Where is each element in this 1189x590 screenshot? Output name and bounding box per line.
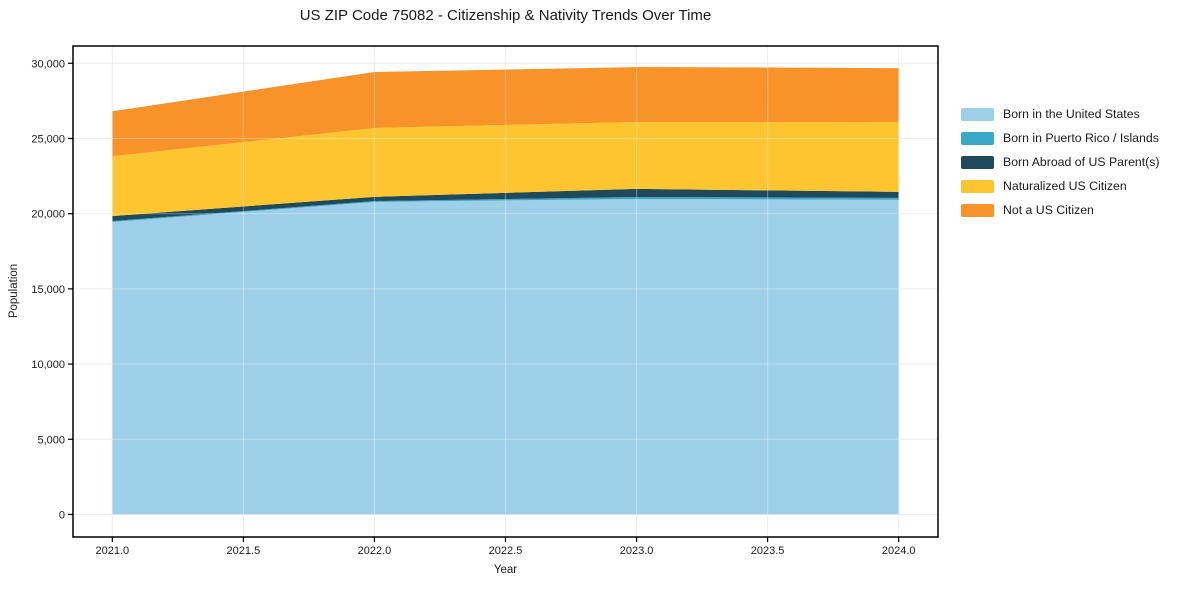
x-axis-label: Year bbox=[493, 564, 518, 576]
y-tick-label: 25,000 bbox=[31, 133, 65, 145]
legend: Born in the United States Born in Puerto… bbox=[961, 102, 1160, 222]
x-tick-label: 2022.5 bbox=[489, 545, 523, 557]
legend-label: Born Abroad of US Parent(s) bbox=[1003, 155, 1160, 169]
legend-label: Born in Puerto Rico / Islands bbox=[1003, 131, 1159, 145]
y-tick-label: 20,000 bbox=[31, 209, 65, 221]
y-tick-label: 10,000 bbox=[31, 359, 65, 371]
x-tick-label: 2023.0 bbox=[620, 545, 654, 557]
x-tick-label: 2024.0 bbox=[882, 545, 916, 557]
x-tick-label: 2021.0 bbox=[95, 545, 129, 557]
legend-item: Naturalized US Citizen bbox=[961, 174, 1160, 198]
legend-item: Born in the United States bbox=[961, 102, 1160, 126]
legend-item: Born in Puerto Rico / Islands bbox=[961, 126, 1160, 150]
y-tick-label: 5,000 bbox=[37, 434, 65, 446]
y-tick-label: 30,000 bbox=[31, 58, 65, 70]
legend-swatch-icon bbox=[961, 203, 994, 217]
legend-swatch-icon bbox=[961, 179, 994, 193]
area-series-3 bbox=[112, 121, 899, 217]
legend-swatch-icon bbox=[961, 107, 994, 121]
legend-label: Naturalized US Citizen bbox=[1003, 179, 1127, 193]
area-series-2 bbox=[112, 188, 899, 222]
area-series-0 bbox=[112, 198, 899, 515]
x-tick-label: 2021.5 bbox=[227, 545, 261, 557]
axis-ticks: 2021.0 2021.5 2022.0 2022.5 2023.0 2023.5 2024… bbox=[31, 58, 915, 557]
x-tick-label: 2023.5 bbox=[751, 545, 785, 557]
stacked-areas bbox=[112, 67, 899, 515]
y-tick-label: 0 bbox=[59, 509, 65, 521]
legend-item: Not a US Citizen bbox=[961, 198, 1160, 222]
area-series-4 bbox=[112, 67, 899, 157]
legend-item: Born Abroad of US Parent(s) bbox=[961, 150, 1160, 174]
y-tick-label: 15,000 bbox=[31, 284, 65, 296]
legend-swatch-icon bbox=[961, 155, 994, 169]
legend-label: Born in the United States bbox=[1003, 107, 1140, 121]
x-tick-label: 2022.0 bbox=[358, 545, 392, 557]
area-series-1 bbox=[112, 196, 899, 222]
legend-label: Not a US Citizen bbox=[1003, 203, 1094, 217]
y-axis-label: Population bbox=[8, 263, 20, 319]
gridline-overlay bbox=[112, 67, 899, 515]
chart-title: US ZIP Code 75082 - Citizenship & Nativi… bbox=[299, 7, 712, 24]
legend-swatch-icon bbox=[961, 131, 994, 145]
